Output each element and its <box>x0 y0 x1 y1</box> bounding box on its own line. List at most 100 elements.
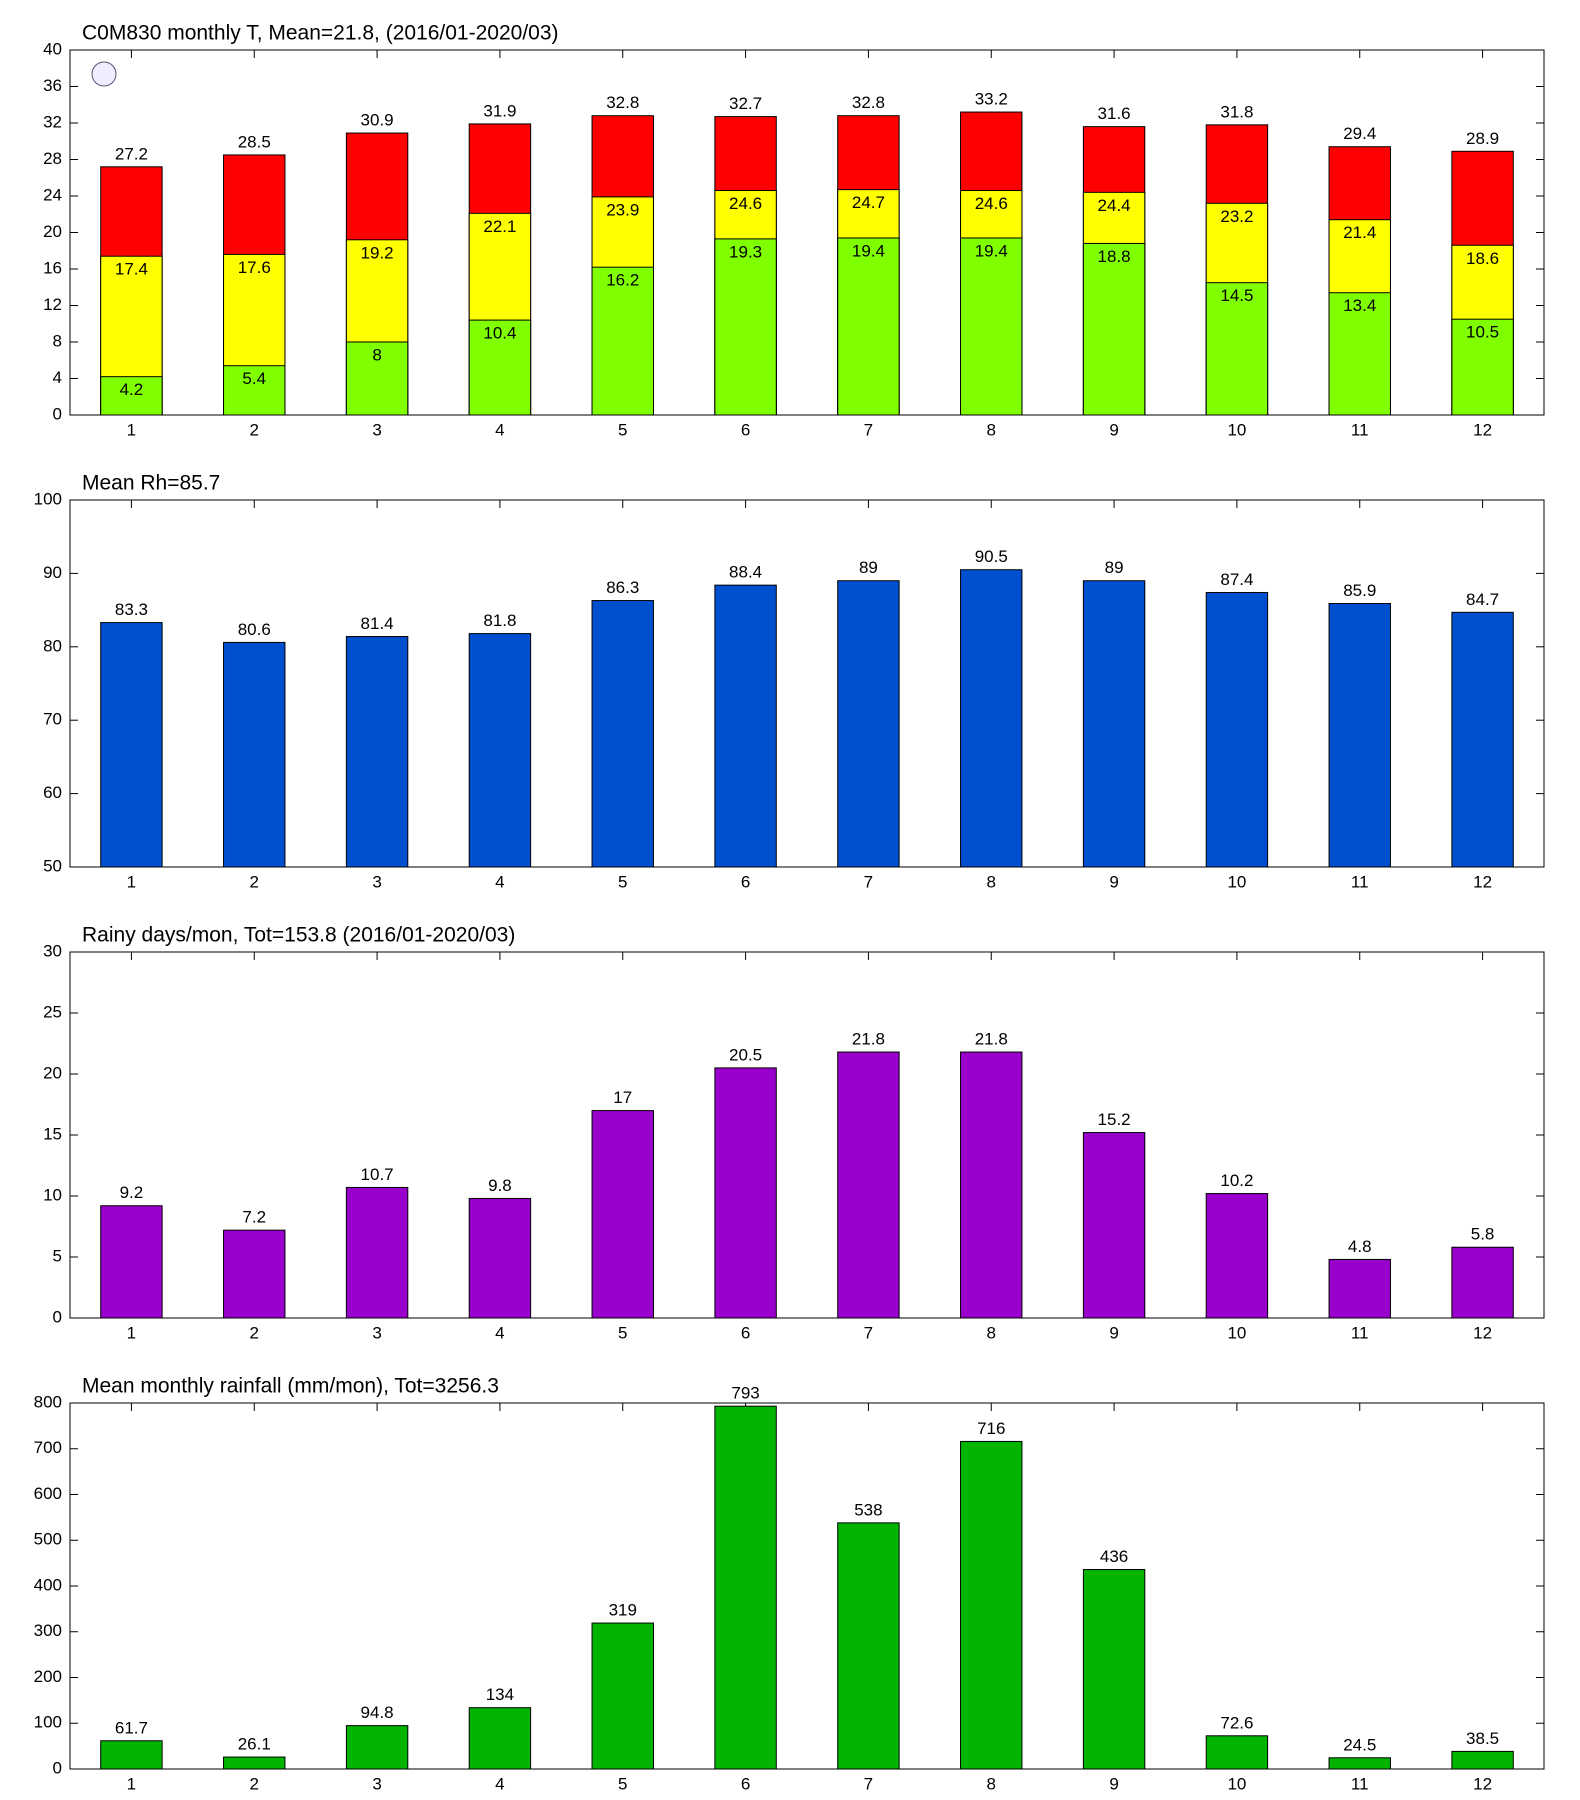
value-label: 72.6 <box>1220 1713 1253 1732</box>
value-label: 19.2 <box>361 243 394 262</box>
x-tick-label: 3 <box>372 420 381 439</box>
bar <box>1082 1132 1146 1319</box>
bar <box>223 641 286 868</box>
value-label: 90.5 <box>975 547 1008 566</box>
y-tick-label: 100 <box>34 489 62 508</box>
chart-title: Mean monthly rainfall (mm/mon), Tot=3256… <box>82 1375 499 1398</box>
x-tick-label: 1 <box>127 872 136 891</box>
chart-title: C0M830 monthly T, Mean=21.8, (2016/01-20… <box>82 22 559 45</box>
x-tick-label: 3 <box>372 872 381 891</box>
y-tick-label: 0 <box>53 1307 62 1326</box>
bar <box>591 266 654 416</box>
x-tick-label: 6 <box>741 1774 750 1793</box>
bar <box>223 1756 286 1770</box>
x-tick-label: 1 <box>127 1774 136 1793</box>
chart-title: Rainy days/mon, Tot=153.8 (2016/01-2020/… <box>82 924 515 947</box>
bar <box>100 376 163 416</box>
x-tick-label: 6 <box>741 1323 750 1342</box>
bar <box>837 1522 900 1770</box>
bar <box>837 1051 900 1319</box>
value-label: 15.2 <box>1098 1110 1131 1129</box>
bar <box>1328 602 1391 868</box>
y-tick-label: 30 <box>43 941 62 960</box>
y-tick-label: 5 <box>53 1246 62 1265</box>
x-tick-label: 2 <box>250 420 259 439</box>
bar <box>1205 1735 1269 1770</box>
value-label: 38.5 <box>1466 1729 1499 1748</box>
bar <box>1082 580 1146 868</box>
value-label: 17.6 <box>238 258 271 277</box>
bar <box>468 1197 532 1319</box>
value-label: 86.3 <box>606 578 639 597</box>
y-tick-label: 32 <box>43 112 62 131</box>
value-label: 319 <box>609 1601 637 1620</box>
value-label: 17 <box>613 1088 632 1107</box>
x-tick-label: 4 <box>495 1323 504 1342</box>
x-tick-label: 5 <box>618 872 627 891</box>
x-tick-label: 6 <box>741 872 750 891</box>
bar <box>345 341 409 416</box>
value-label: 87.4 <box>1220 570 1253 589</box>
bar <box>345 1186 409 1319</box>
value-label: 7.2 <box>242 1208 266 1227</box>
value-label: 94.8 <box>361 1703 394 1722</box>
bar <box>1328 1258 1391 1319</box>
value-label: 24.4 <box>1098 196 1131 215</box>
bar <box>591 600 654 868</box>
bar <box>1205 282 1269 416</box>
y-tick-label: 200 <box>34 1667 62 1686</box>
value-label: 13.4 <box>1343 296 1376 315</box>
value-label: 89 <box>859 558 878 577</box>
bar <box>468 1707 532 1770</box>
value-label: 29.4 <box>1343 124 1376 143</box>
x-tick-label: 4 <box>495 872 504 891</box>
x-tick-label: 8 <box>987 872 996 891</box>
x-tick-label: 5 <box>618 420 627 439</box>
x-tick-label: 9 <box>1109 1323 1118 1342</box>
x-tick-label: 2 <box>250 872 259 891</box>
value-label: 10.4 <box>483 324 516 343</box>
x-tick-label: 12 <box>1473 420 1492 439</box>
x-tick-label: 11 <box>1351 1323 1369 1342</box>
y-tick-label: 24 <box>43 185 62 204</box>
axes-box <box>69 49 1545 416</box>
x-tick-label: 6 <box>741 420 750 439</box>
value-label: 14.5 <box>1220 286 1253 305</box>
axes-box <box>69 499 1545 868</box>
value-label: 4.2 <box>120 380 144 399</box>
bar <box>591 1110 654 1319</box>
y-tick-label: 400 <box>34 1575 62 1594</box>
bar <box>714 1405 777 1770</box>
value-label: 18.6 <box>1466 249 1499 268</box>
x-tick-label: 12 <box>1473 1774 1492 1793</box>
y-tick-label: 100 <box>34 1713 62 1732</box>
x-tick-label: 11 <box>1351 872 1369 891</box>
value-label: 30.9 <box>361 111 394 130</box>
value-label: 20.5 <box>729 1045 762 1064</box>
value-label: 19.4 <box>852 241 885 260</box>
y-tick-label: 8 <box>53 331 62 350</box>
x-tick-label: 4 <box>495 1774 504 1793</box>
x-tick-label: 9 <box>1109 1774 1118 1793</box>
x-tick-label: 10 <box>1227 1323 1246 1342</box>
y-tick-label: 40 <box>43 39 62 58</box>
value-label: 61.7 <box>115 1718 148 1737</box>
value-label: 21.8 <box>975 1030 1008 1049</box>
value-label: 5.8 <box>1471 1225 1495 1244</box>
y-tick-label: 15 <box>43 1124 62 1143</box>
value-label: 83.3 <box>115 600 148 619</box>
x-tick-label: 10 <box>1227 1774 1246 1793</box>
value-label: 28.5 <box>238 132 271 151</box>
x-tick-label: 7 <box>864 872 873 891</box>
value-label: 31.9 <box>483 101 516 120</box>
x-tick-label: 2 <box>250 1323 259 1342</box>
bar <box>837 237 900 416</box>
x-tick-label: 11 <box>1351 420 1369 439</box>
value-label: 4.8 <box>1348 1237 1372 1256</box>
value-label: 27.2 <box>115 144 148 163</box>
value-label: 31.8 <box>1220 102 1253 121</box>
value-label: 10.2 <box>1220 1171 1253 1190</box>
x-tick-label: 10 <box>1227 872 1246 891</box>
value-label: 24.5 <box>1343 1735 1376 1754</box>
bar <box>714 1067 777 1319</box>
